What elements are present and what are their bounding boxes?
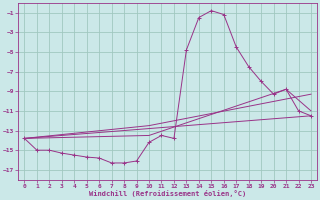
X-axis label: Windchill (Refroidissement éolien,°C): Windchill (Refroidissement éolien,°C) xyxy=(89,190,246,197)
